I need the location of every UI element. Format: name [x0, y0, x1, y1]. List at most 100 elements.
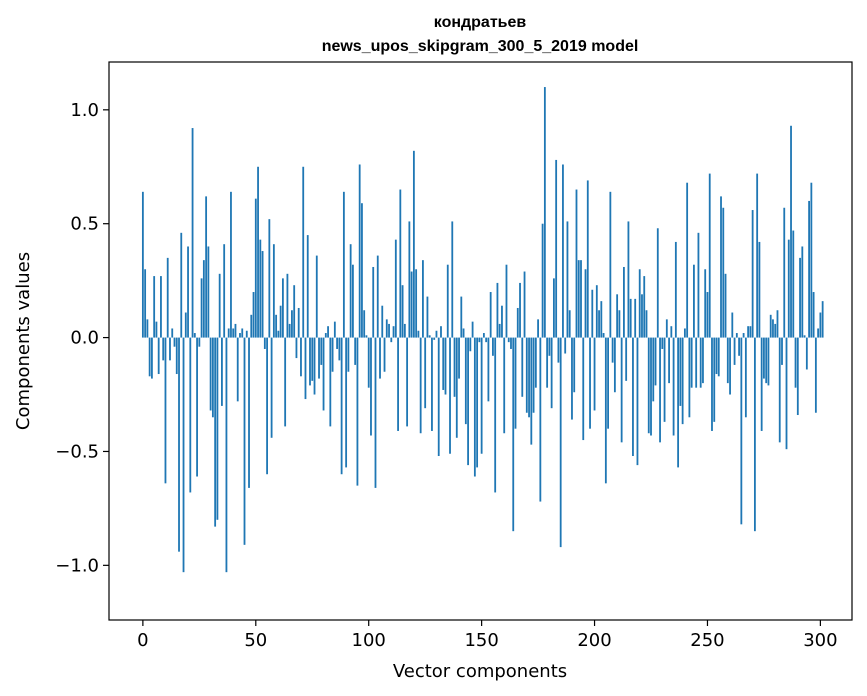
bar-component-283: [781, 337, 783, 365]
bar-component-147: [473, 337, 476, 477]
bar-component-116: [403, 323, 406, 338]
bar-component-155: [492, 337, 494, 356]
bar-component-268: [747, 326, 750, 338]
bar-component-259: [726, 337, 729, 384]
bar-component-279: [772, 319, 774, 338]
bar-component-27: [202, 260, 205, 338]
bar-component-25: [198, 337, 201, 347]
bar-component-202: [598, 310, 600, 338]
bar-component-256: [720, 196, 722, 338]
bar-component-290: [796, 337, 799, 416]
bar-component-92: [349, 244, 352, 338]
bar-component-200: [593, 337, 596, 411]
bar-component-169: [523, 271, 526, 338]
y-tick-label: 1.0: [70, 100, 99, 121]
bar-component-34: [218, 273, 221, 338]
bar-component-109: [388, 323, 390, 338]
bar-component-131: [437, 337, 440, 457]
bar-component-250: [706, 292, 709, 338]
bar-component-9: [162, 337, 165, 361]
bar-component-141: [460, 296, 463, 338]
bar-component-192: [575, 189, 578, 338]
bar-component-189: [568, 310, 571, 338]
bar-component-75: [311, 337, 314, 381]
bar-component-63: [284, 337, 287, 427]
bar-component-117: [406, 337, 409, 427]
bar-component-54: [263, 337, 266, 349]
bar-component-187: [564, 337, 567, 354]
bar-component-132: [440, 326, 442, 338]
bar-component-114: [399, 189, 402, 338]
bar-component-267: [744, 337, 747, 418]
bar-component-123: [419, 337, 422, 434]
bar-component-66: [291, 310, 293, 338]
bar-component-282: [778, 337, 781, 443]
bar-component-255: [717, 337, 720, 377]
bar-component-231: [663, 337, 666, 422]
bar-component-111: [392, 326, 395, 338]
bar-component-258: [724, 273, 727, 338]
bar-component-264: [738, 337, 740, 356]
bar-component-211: [618, 310, 621, 338]
bar-component-128: [431, 337, 433, 431]
bar-component-110: [390, 337, 393, 343]
bar-component-13: [171, 328, 174, 338]
bar-component-204: [602, 333, 605, 338]
bar-component-93: [352, 264, 354, 338]
bar-component-74: [309, 337, 311, 386]
bar-component-193: [577, 260, 580, 338]
bar-component-216: [629, 298, 632, 338]
chart-title: кондратьев: [434, 14, 527, 31]
bar-component-86: [336, 337, 338, 349]
bar-component-247: [699, 337, 702, 388]
y-tick-label: 0.5: [70, 214, 99, 235]
bar-component-56: [268, 219, 271, 338]
bar-component-154: [489, 292, 492, 338]
bar-component-175: [537, 319, 539, 338]
bar-component-221: [641, 294, 643, 338]
bar-component-65: [288, 323, 291, 338]
bar-component-119: [410, 271, 413, 338]
bar-component-243: [690, 337, 693, 388]
bar-component-174: [534, 337, 537, 388]
bar-component-31: [211, 337, 214, 418]
bar-component-72: [304, 337, 307, 400]
bar-component-36: [223, 244, 226, 338]
bar-component-146: [471, 321, 474, 338]
bar-component-134: [444, 337, 447, 395]
bar-component-248: [702, 337, 704, 384]
bar-component-46: [245, 330, 248, 338]
bar-component-194: [580, 260, 582, 338]
bar-component-136: [449, 337, 451, 454]
bar-component-227: [654, 337, 657, 386]
bar-component-239: [681, 337, 684, 425]
bar-component-76: [313, 337, 316, 395]
bar-component-20: [187, 246, 189, 338]
bar-component-37: [225, 337, 228, 573]
bar-component-115: [401, 285, 404, 338]
bar-component-42: [236, 337, 239, 402]
bar-component-257: [722, 207, 725, 338]
bar-component-281: [776, 310, 779, 338]
bar-component-240: [683, 328, 686, 338]
bar-component-50: [254, 198, 257, 338]
bar-component-179: [546, 337, 549, 388]
bar-component-7: [157, 337, 160, 375]
bar-component-272: [756, 173, 759, 338]
bar-component-79: [320, 337, 323, 365]
bar-component-186: [562, 164, 564, 338]
bar-component-223: [645, 310, 648, 338]
bar-component-57: [270, 337, 273, 438]
bar-component-293: [803, 335, 806, 338]
bar-component-68: [295, 337, 298, 359]
bar-component-90: [345, 337, 348, 468]
bar-component-59: [275, 314, 278, 338]
bar-component-70: [300, 337, 302, 377]
bar-component-277: [767, 337, 770, 386]
x-tick-label: 150: [464, 630, 498, 651]
bar-component-184: [557, 337, 560, 363]
bar-component-81: [324, 333, 327, 338]
bar-component-252: [711, 337, 713, 431]
bar-component-152: [485, 337, 488, 343]
